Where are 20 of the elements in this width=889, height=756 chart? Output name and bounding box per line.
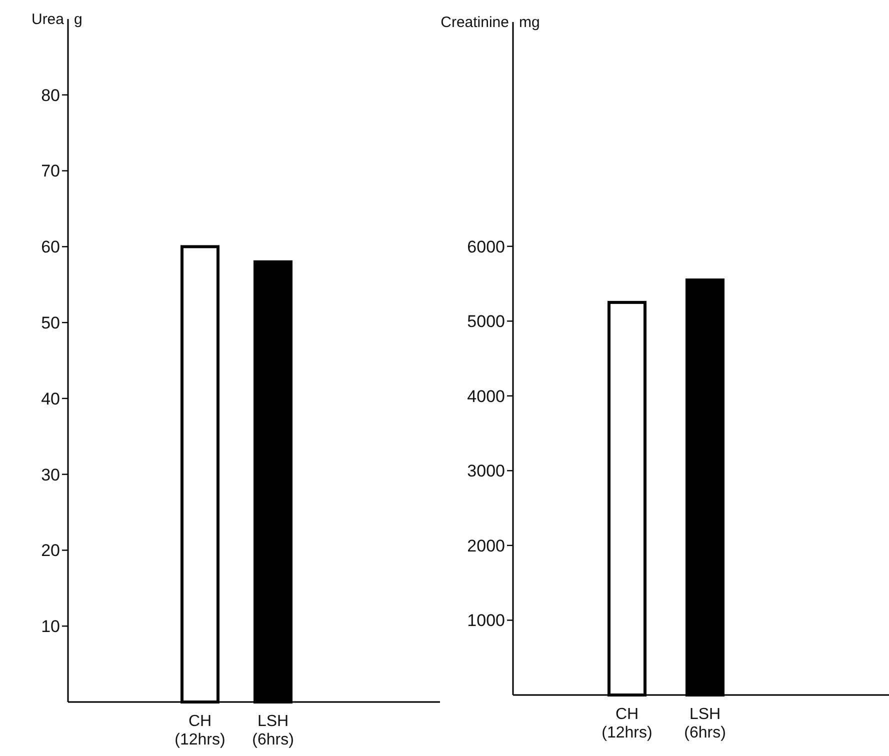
x-tick-label: LSH (6hrs) (252, 713, 294, 748)
y-tick-label: 40 (41, 389, 60, 408)
y-tick-label: 2000 (467, 536, 505, 556)
y-tick-label: 30 (41, 465, 60, 484)
y-tick-label: 50 (41, 314, 60, 333)
y-tick-label: 3000 (467, 462, 505, 481)
x-tick-label: LSH (6hrs) (684, 706, 726, 742)
y-axis-title: Creatinine mg (440, 14, 540, 31)
x-tick-label: CH (12hrs) (602, 706, 652, 742)
x-tick-label: CH (12hrs) (174, 713, 226, 748)
y-axis-title: Urea g (31, 11, 82, 28)
y-tick-label: 5000 (467, 312, 505, 332)
y-tick-label: 20 (41, 541, 60, 560)
y-tick-label: 10 (41, 617, 60, 636)
y-tick-label: 1000 (467, 611, 505, 630)
y-tick-label: 70 (41, 162, 60, 181)
y-tick-label: 4000 (467, 386, 505, 406)
y-tick-label: 80 (41, 86, 60, 105)
y-tick-label: 60 (41, 238, 60, 257)
y-tick-label: 6000 (467, 237, 505, 256)
